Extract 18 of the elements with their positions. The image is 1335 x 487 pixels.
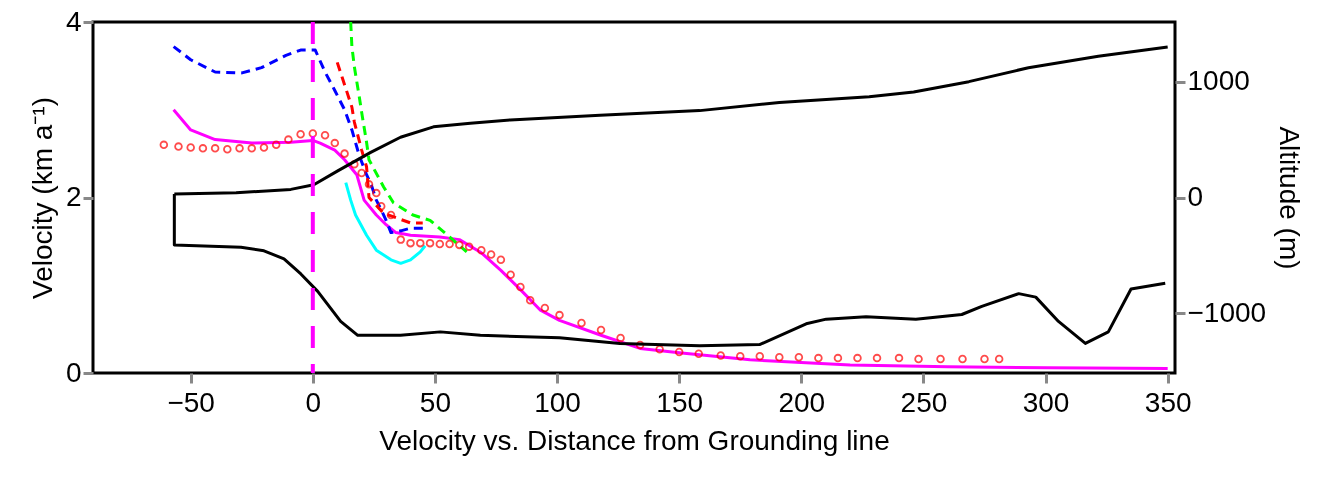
y-tick-label: 0 [65, 356, 82, 388]
x-tick-label: 250 [900, 386, 948, 418]
x-tick-label: 100 [534, 386, 581, 418]
x-tick-label: −50 [167, 386, 215, 418]
x-tick-label: 0 [305, 386, 322, 418]
x-tick-label: 300 [1022, 386, 1070, 418]
y2-tick-label: 0 [1187, 181, 1204, 212]
y2-tick-label: 1000 [1187, 65, 1250, 97]
x-tick-label: 200 [778, 386, 826, 418]
y-tick-label: 2 [65, 181, 82, 212]
x-tick-label: 150 [656, 386, 704, 418]
x-axis-title: Velocity vs. Distance from Grounding line [379, 424, 890, 456]
y-axis-title: Velocity (km a⁻¹) [26, 97, 58, 299]
y2-axis-title: Altitude (m) [1274, 126, 1306, 270]
y-tick-label: 4 [65, 5, 82, 37]
x-tick-label: 350 [1144, 386, 1192, 418]
x-tick-label: 50 [419, 386, 452, 418]
y2-tick-label: −1000 [1187, 296, 1267, 328]
